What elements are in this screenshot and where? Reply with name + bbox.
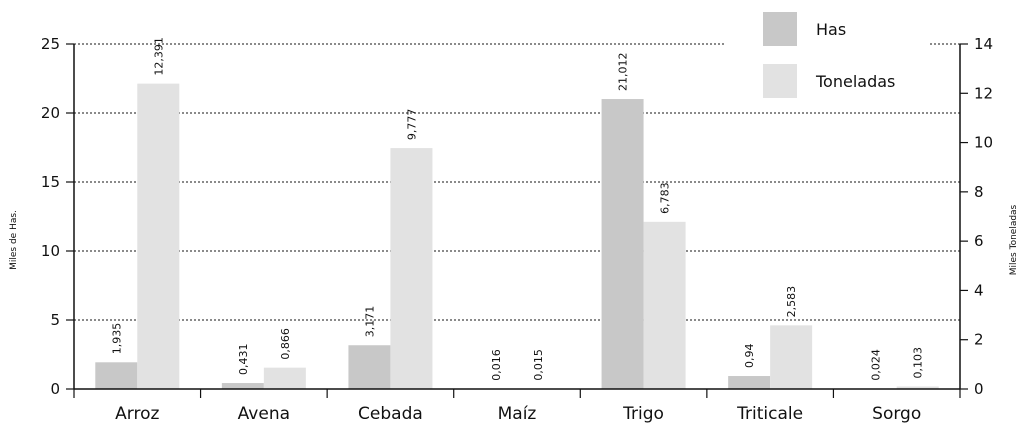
y-tick-label-right: 6 bbox=[974, 232, 984, 250]
data-label-toneladas: 0,866 bbox=[279, 328, 292, 360]
data-label-has: 1,935 bbox=[110, 323, 123, 355]
data-labels: 1,935 12,391 0,431 0,866 3,171 9,777 0,016 0,01… bbox=[110, 37, 924, 381]
bar-toneladas bbox=[643, 221, 686, 389]
bar-has bbox=[348, 345, 391, 389]
y-tick-label-left: 25 bbox=[41, 35, 60, 53]
legend-swatch-has bbox=[763, 12, 797, 46]
category-label: Avena bbox=[238, 404, 290, 424]
bar-toneladas bbox=[390, 148, 433, 389]
legend: Has Toneladas bbox=[763, 12, 895, 98]
category-labels: Arroz Avena Cebada Maíz Trigo Triticale Sorgo bbox=[115, 404, 921, 424]
data-label-toneladas: 0,103 bbox=[912, 347, 925, 379]
y-tick-label-left: 10 bbox=[41, 242, 60, 260]
category-label: Sorgo bbox=[872, 404, 921, 424]
y-axis-title-left: Miles de Has. bbox=[9, 210, 19, 270]
y-tick-label-left: 20 bbox=[41, 104, 60, 122]
right-axis-ticks: 0 2 4 6 8 10 12 14 bbox=[960, 35, 993, 398]
legend-label-toneladas: Toneladas bbox=[815, 72, 895, 91]
category-label: Maíz bbox=[498, 404, 537, 424]
data-label-toneladas: 0,015 bbox=[532, 349, 545, 381]
data-label-toneladas: 2,583 bbox=[785, 286, 798, 318]
y-tick-label-right: 14 bbox=[974, 35, 993, 53]
data-label-toneladas: 6,783 bbox=[659, 182, 672, 214]
y-tick-label-right: 8 bbox=[974, 183, 984, 201]
data-label-has: 0,016 bbox=[490, 349, 503, 381]
gridlines bbox=[74, 43, 960, 321]
data-label-toneladas: 9,777 bbox=[405, 109, 418, 141]
y-tick-label-left: 15 bbox=[41, 173, 60, 191]
data-label-has: 0,431 bbox=[237, 344, 250, 376]
bar-toneladas bbox=[263, 367, 306, 389]
y-tick-label-right: 12 bbox=[974, 84, 993, 102]
category-label: Cebada bbox=[358, 404, 423, 424]
y-axis-title-right: Miles Toneladas bbox=[1009, 204, 1019, 275]
bar-has bbox=[601, 99, 644, 390]
y-tick-label-left: 5 bbox=[50, 311, 60, 329]
bar-toneladas bbox=[770, 325, 813, 389]
y-tick-label-left: 0 bbox=[50, 380, 60, 398]
bar-toneladas bbox=[137, 83, 180, 389]
category-label: Arroz bbox=[115, 404, 159, 424]
data-label-has: 0,024 bbox=[870, 349, 883, 381]
y-tick-label-right: 2 bbox=[974, 331, 984, 349]
bar-has bbox=[221, 383, 264, 389]
category-label: Triticale bbox=[736, 404, 803, 424]
bar-has bbox=[95, 362, 138, 389]
data-label-has: 21,012 bbox=[617, 53, 630, 92]
left-axis-ticks: 0 5 10 15 20 25 bbox=[41, 35, 74, 398]
y-tick-label-right: 10 bbox=[974, 134, 993, 152]
y-tick-label-right: 0 bbox=[974, 380, 984, 398]
bar-has bbox=[728, 376, 771, 389]
axes bbox=[73, 44, 961, 398]
data-label-toneladas: 12,391 bbox=[152, 37, 165, 76]
bars bbox=[95, 83, 939, 390]
data-label-has: 3,171 bbox=[363, 306, 376, 338]
y-tick-label-right: 4 bbox=[974, 281, 984, 299]
legend-label-has: Has bbox=[816, 20, 846, 39]
category-label: Trigo bbox=[622, 404, 664, 424]
legend-swatch-toneladas bbox=[763, 64, 797, 98]
bar-toneladas bbox=[896, 386, 939, 389]
data-label-has: 0,94 bbox=[743, 344, 756, 369]
